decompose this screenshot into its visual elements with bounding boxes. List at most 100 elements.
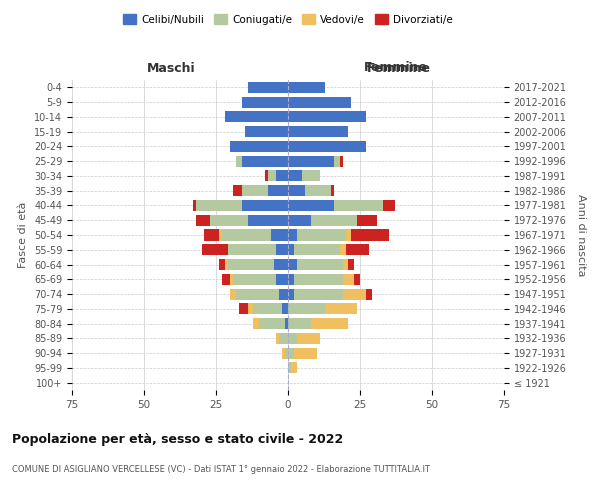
Bar [343,288,366,300]
Bar [277,244,288,256]
Bar [288,96,352,108]
Bar [277,333,280,344]
Bar [340,244,346,256]
Bar [311,318,349,329]
Text: COMUNE DI ASIGLIANO VERCELLESE (VC) - Dati ISTAT 1° gennaio 2022 - Elaborazione : COMUNE DI ASIGLIANO VERCELLESE (VC) - Da… [12,466,430,474]
Bar [280,333,288,344]
Bar [294,274,343,285]
Bar [352,230,389,240]
Bar [294,288,343,300]
Y-axis label: Anni di nascita: Anni di nascita [576,194,586,276]
Bar [202,244,227,256]
Y-axis label: Fasce di età: Fasce di età [19,202,28,268]
Bar [296,259,343,270]
Bar [294,244,340,256]
Bar [242,96,288,108]
Bar [236,156,242,166]
Bar [334,156,340,166]
Bar [230,141,288,152]
Bar [288,112,366,122]
Bar [288,185,305,196]
Bar [253,318,259,329]
Bar [227,244,277,256]
Bar [288,230,296,240]
Bar [288,214,311,226]
Bar [366,288,371,300]
Bar [288,333,296,344]
Bar [242,156,288,166]
Bar [282,348,285,358]
Bar [227,259,274,270]
Bar [288,304,325,314]
Text: Femmine: Femmine [364,61,428,74]
Bar [302,170,320,181]
Bar [224,112,288,122]
Bar [294,348,317,358]
Bar [277,170,288,181]
Bar [268,170,277,181]
Bar [288,259,296,270]
Bar [248,82,288,93]
Bar [193,200,196,211]
Bar [296,230,346,240]
Bar [230,288,236,300]
Bar [340,156,343,166]
Text: Popolazione per età, sesso e stato civile - 2022: Popolazione per età, sesso e stato civil… [12,432,343,446]
Bar [288,362,291,374]
Bar [268,185,288,196]
Bar [242,185,268,196]
Bar [288,126,349,137]
Bar [285,318,288,329]
Bar [331,185,334,196]
Bar [196,214,210,226]
Bar [271,230,288,240]
Bar [288,318,311,329]
Bar [224,259,227,270]
Bar [305,185,331,196]
Bar [291,362,296,374]
Bar [233,274,277,285]
Bar [219,259,224,270]
Bar [311,214,357,226]
Bar [334,200,383,211]
Bar [349,259,354,270]
Bar [253,304,282,314]
Bar [245,126,288,137]
Legend: Celibi/Nubili, Coniugati/e, Vedovi/e, Divorziati/e: Celibi/Nubili, Coniugati/e, Vedovi/e, Di… [119,10,457,29]
Bar [288,170,302,181]
Bar [325,304,357,314]
Bar [285,348,288,358]
Bar [288,156,334,166]
Bar [288,141,366,152]
Bar [346,230,352,240]
Text: Maschi: Maschi [146,62,196,76]
Bar [383,200,395,211]
Bar [230,274,233,285]
Bar [219,230,222,240]
Bar [277,274,288,285]
Bar [288,244,294,256]
Bar [288,348,294,358]
Bar [288,200,334,211]
Bar [242,200,288,211]
Bar [265,170,268,181]
Bar [236,288,280,300]
Bar [196,200,242,211]
Bar [357,214,377,226]
Bar [280,288,288,300]
Bar [354,274,360,285]
Bar [205,230,219,240]
Text: Femmine: Femmine [367,62,431,76]
Bar [222,274,230,285]
Bar [259,318,285,329]
Bar [343,274,354,285]
Bar [248,304,253,314]
Bar [233,185,242,196]
Bar [210,214,248,226]
Bar [288,274,294,285]
Bar [282,304,288,314]
Bar [288,82,325,93]
Bar [274,259,288,270]
Bar [343,259,349,270]
Bar [346,244,368,256]
